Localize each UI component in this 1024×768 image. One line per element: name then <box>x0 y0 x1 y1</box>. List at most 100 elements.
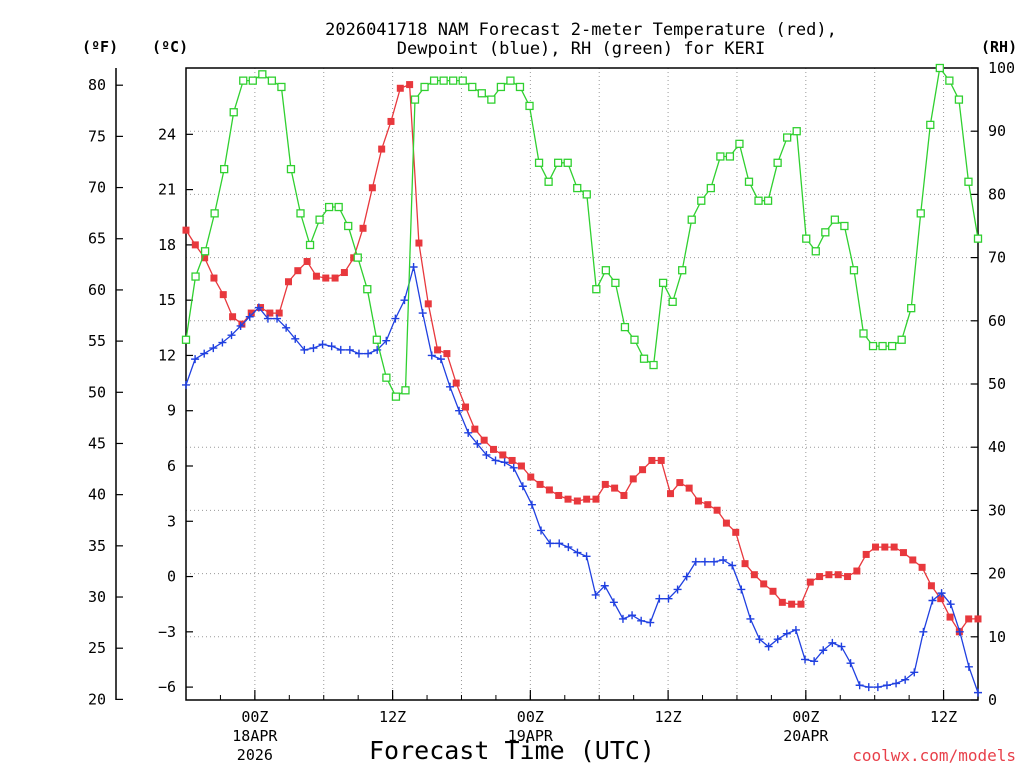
fahrenheit-tick-label: 60 <box>88 281 106 299</box>
temperature-point <box>573 497 581 505</box>
dewpoint-point <box>837 642 846 651</box>
rh-point <box>859 329 868 338</box>
dewpoint-point <box>382 336 391 345</box>
temperature-point <box>359 224 367 232</box>
celsius-tick-label: 12 <box>158 346 176 364</box>
rh-point <box>620 322 630 332</box>
dewpoint-point <box>791 625 800 634</box>
temperature-point <box>899 549 907 557</box>
temperature-point <box>527 473 535 481</box>
dewpoint-point <box>664 594 673 603</box>
dewpoint-point <box>628 611 637 620</box>
fahrenheit-tick-label: 75 <box>88 127 106 145</box>
dewpoint-point <box>864 683 873 692</box>
temperature-point <box>471 425 479 433</box>
x-axis-title: Forecast Time (UTC) <box>369 736 655 765</box>
celsius-tick-label: 6 <box>167 457 176 475</box>
rh-point <box>811 247 820 256</box>
rh-point <box>439 76 448 85</box>
temperature-point <box>890 543 898 551</box>
dewpoint-point <box>254 303 263 312</box>
dewpoint-point <box>537 526 546 535</box>
temperature-point <box>797 600 805 608</box>
rh-tick-label: 100 <box>988 59 1015 77</box>
dewpoint-point <box>391 314 400 323</box>
rh-point <box>506 76 515 85</box>
temperature-point <box>694 497 702 505</box>
celsius-tick-label: 0 <box>167 568 176 586</box>
dewpoint-point <box>518 482 527 491</box>
rh-point <box>344 221 353 231</box>
dewpoint-point <box>819 646 828 655</box>
rh-point <box>525 101 534 111</box>
rh-unit-label: (RH) <box>981 38 1017 56</box>
chart-title-line2: Dewpoint (blue), RH (green) for KERI <box>397 39 765 59</box>
temperature-point <box>415 239 423 247</box>
rh-point <box>334 202 343 212</box>
temperature-point <box>229 313 237 321</box>
dewpoint-point <box>364 349 373 358</box>
dewpoint-point <box>737 585 746 594</box>
x-tick-label: 00Z <box>792 708 819 726</box>
grid-lines <box>186 68 978 700</box>
dewpoint-point <box>291 334 300 343</box>
temperature-point <box>210 274 218 282</box>
rh-point <box>926 120 935 130</box>
dewpoint-point <box>646 618 655 627</box>
rh-point <box>935 63 944 73</box>
rh-tick-label: 0 <box>988 691 997 709</box>
celsius-tick-label: −6 <box>158 678 176 696</box>
fahrenheit-tick-label: 20 <box>88 690 106 708</box>
dewpoint-point <box>773 635 782 644</box>
temperature-point <box>788 600 796 608</box>
dewpoint-point <box>928 596 937 605</box>
rh-point <box>229 108 238 117</box>
dewpoint-point <box>427 351 436 360</box>
temperature-point <box>657 456 665 464</box>
rh-point <box>429 76 439 85</box>
dewpoint-point <box>464 428 473 437</box>
temperature-point <box>322 274 330 282</box>
dewpoint-point <box>500 458 509 467</box>
fahrenheit-tick-label: 65 <box>88 230 106 248</box>
temperature-point <box>396 84 404 92</box>
temperature-point <box>583 495 591 503</box>
rh-point <box>315 215 324 224</box>
rh-point <box>668 297 677 306</box>
rh-point <box>191 272 200 281</box>
temperature-point <box>732 528 740 536</box>
temperature-point <box>927 582 935 590</box>
rh-tick-label: 20 <box>988 565 1006 583</box>
temperature-line <box>185 83 978 633</box>
temperature-point <box>872 543 880 551</box>
temperature-point <box>378 145 386 153</box>
dewpoint-point <box>446 382 454 391</box>
rh-tick-label: 50 <box>988 375 1006 393</box>
dewpoint-point <box>810 657 819 666</box>
rh-tick-label: 10 <box>988 628 1006 646</box>
dewpoint-point <box>782 629 791 638</box>
rh-point <box>420 82 429 92</box>
x-tick-label: 00Z <box>241 708 268 726</box>
dewpoint-point <box>182 380 190 389</box>
temperature-point <box>918 563 926 571</box>
rh-point <box>239 76 248 85</box>
rh-point <box>286 164 296 174</box>
rh-point <box>716 152 725 161</box>
fahrenheit-tick-label: 55 <box>88 332 106 350</box>
temperature-point <box>191 241 199 249</box>
temperature-point <box>639 466 647 474</box>
rh-point <box>363 285 372 294</box>
rh-point <box>878 341 887 351</box>
rh-line <box>185 66 979 398</box>
rh-point <box>248 76 257 85</box>
temperature-point <box>303 257 311 265</box>
rh-point <box>973 234 983 243</box>
temperature-point <box>881 543 889 551</box>
credit-text: coolwx.com/models <box>852 746 1016 765</box>
dewpoint-point <box>910 668 919 677</box>
temperature-point <box>825 571 833 579</box>
temperature-point <box>611 484 619 492</box>
dewpoint-point <box>527 500 536 509</box>
rh-point <box>534 158 544 167</box>
